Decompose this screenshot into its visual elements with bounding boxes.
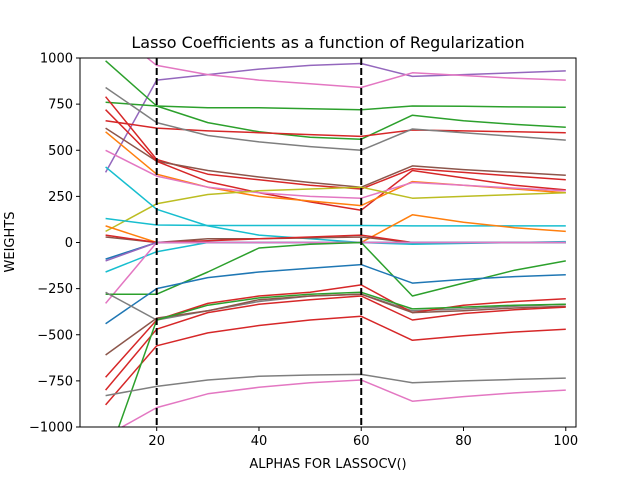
y-axis-title: WEIGHTS xyxy=(3,212,18,273)
series-line-26 xyxy=(105,293,566,356)
series-line-2 xyxy=(146,58,566,89)
series-line-7 xyxy=(105,96,566,190)
series-line-27 xyxy=(105,295,566,391)
series-line-11 xyxy=(105,149,566,199)
reference-lines xyxy=(155,58,363,427)
series-line-3 xyxy=(105,60,566,111)
series-line-9 xyxy=(105,109,566,211)
series-line-31 xyxy=(120,379,566,427)
x-tick-label: 20 xyxy=(148,434,165,449)
series-line-6 xyxy=(105,86,566,152)
series-line-29 xyxy=(117,291,566,427)
x-tick-label: 40 xyxy=(251,434,268,449)
y-axis: −1000 −750 −500 −250 0 250 500 750 1000 xyxy=(29,52,80,436)
series-line-14 xyxy=(105,217,566,227)
y-tick-label: −750 xyxy=(37,374,73,389)
x-tick-label: 80 xyxy=(455,434,472,449)
series-line-23 xyxy=(105,263,566,325)
y-tick-label: −250 xyxy=(37,282,73,297)
series-line-28 xyxy=(105,315,566,406)
series-line-1 xyxy=(104,62,566,173)
x-axis: 20 40 60 80 100 xyxy=(148,427,578,449)
y-tick-label: 1000 xyxy=(40,52,73,67)
x-tick-label: 60 xyxy=(353,434,370,449)
y-tick-label: 0 xyxy=(65,236,73,251)
series-line-25 xyxy=(105,284,566,378)
y-tick-label: 750 xyxy=(48,98,73,113)
chart-title: Lasso Coefficients as a function of Regu… xyxy=(131,33,524,52)
series-line-21 xyxy=(105,241,566,304)
y-tick-label: −500 xyxy=(37,328,73,343)
series-line-30 xyxy=(105,373,566,397)
series-line-12 xyxy=(105,186,566,233)
x-tick-label: 100 xyxy=(553,434,578,449)
series-group xyxy=(104,58,566,427)
y-tick-label: 250 xyxy=(48,190,73,205)
y-tick-label: −1000 xyxy=(29,421,73,436)
y-tick-label: 500 xyxy=(48,144,73,159)
series-line-4 xyxy=(105,101,566,140)
x-axis-title: ALPHAS FOR LASSOCV() xyxy=(249,457,406,472)
plot-area xyxy=(79,57,577,428)
series-line-8 xyxy=(105,127,566,188)
